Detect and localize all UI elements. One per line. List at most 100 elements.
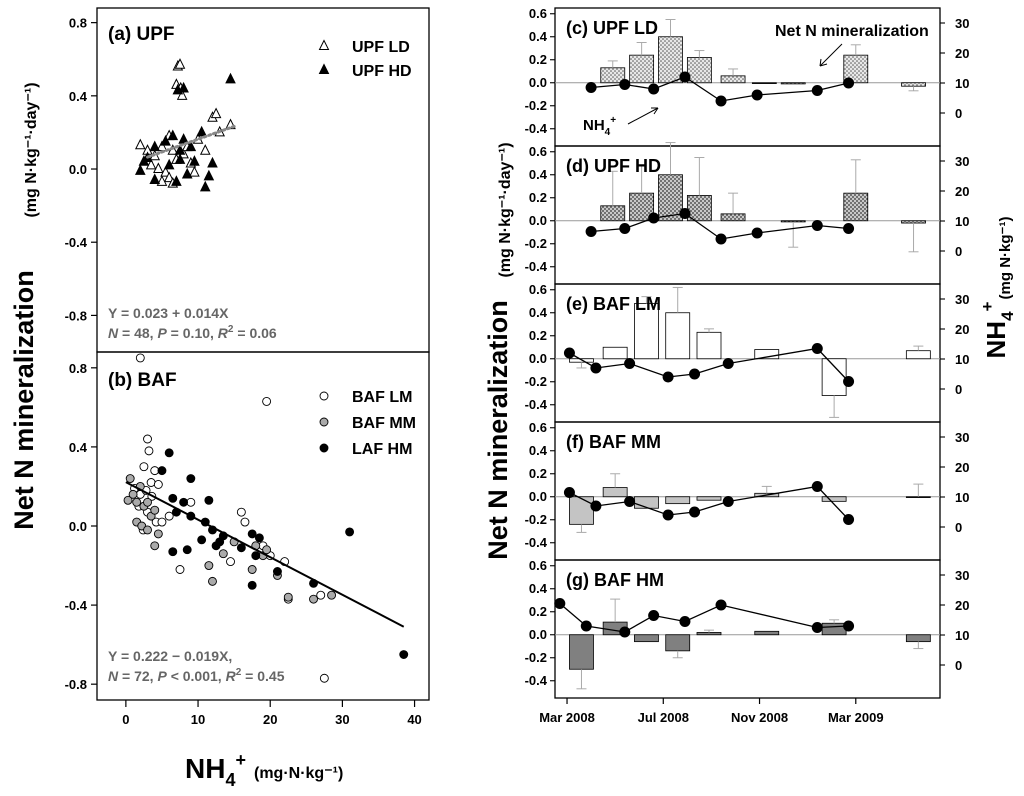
data-point: [144, 446, 154, 456]
regression-line: [146, 124, 236, 159]
data-point: [272, 567, 282, 576]
data-point: [247, 565, 257, 574]
legend-baf-lm-label: BAF LM: [352, 389, 412, 406]
nh4-point: [590, 500, 602, 512]
y2-tick-label: 30: [955, 16, 969, 31]
nh4-point: [843, 514, 855, 525]
data-point: [134, 164, 146, 175]
y-tick-label: -0.4: [65, 235, 88, 250]
y2-tick-label: 20: [955, 460, 969, 475]
bar: [905, 350, 931, 360]
bar: [600, 205, 626, 222]
timeseries-panel-title: (d) UPF HD: [566, 156, 661, 176]
legend-laf-hm-label: LAF HM: [352, 441, 412, 458]
data-point: [163, 171, 175, 183]
data-point: [175, 565, 185, 574]
panel-a: (a) UPF UPF LD UPF HD Y = 0.023 + 0.014X…: [65, 7, 430, 353]
data-point: [182, 545, 192, 555]
y-tick-label: 0.0: [529, 351, 547, 366]
bar: [658, 36, 683, 84]
y2-tick-label: 0: [955, 244, 962, 259]
nh4-point: [679, 71, 691, 83]
data-point: [204, 495, 214, 505]
nh4-point: [811, 343, 823, 354]
legend-marker-laf-hm: [319, 443, 329, 453]
data-point: [171, 175, 182, 186]
y-tick-label: 0.0: [529, 627, 547, 642]
timeseries-panel-title: (f) BAF MM: [566, 432, 661, 452]
data-point: [196, 125, 207, 137]
y-tick-label: 0.2: [529, 466, 547, 481]
nh4-line: [569, 485, 850, 520]
bar: [821, 622, 847, 636]
y-tick-label: -0.4: [525, 259, 548, 274]
panel-b-stats: N = 72, P < 0.001, R2 = 0.45: [108, 667, 285, 684]
data-point: [319, 673, 329, 683]
nh4-point: [722, 496, 734, 507]
y2-tick-label: 20: [955, 46, 969, 61]
nh4-point: [662, 509, 674, 521]
nh4-point: [811, 220, 823, 231]
bar: [754, 630, 780, 636]
x-tick-label: 40: [407, 712, 421, 727]
data-point: [153, 480, 163, 489]
timeseries-panel-f: -0.4 -0.2 0.0 0.2 0.4 0.6 0 10 20 30 (f) BAF MM: [525, 420, 969, 561]
data-point: [251, 551, 261, 561]
y-tick-label: -0.8: [65, 308, 87, 323]
data-point: [143, 525, 152, 535]
y-tick-label: 0.4: [529, 305, 548, 320]
nh4-point: [715, 599, 727, 611]
x-tick-label: 10: [191, 712, 205, 727]
y-tick-label: -0.2: [525, 236, 547, 251]
y2-tick-label: 30: [955, 292, 969, 307]
scatter-figure: Net N mineralization (mg N·kg⁻¹·day⁻¹) (…: [9, 7, 430, 790]
nh4-point: [679, 208, 691, 219]
y2-tick-label: 30: [955, 568, 969, 583]
legend-upf-hd-label: UPF HD: [352, 63, 412, 80]
data-point: [149, 173, 161, 184]
nh4-point: [590, 362, 602, 374]
nh4-point: [843, 77, 855, 89]
data-point: [309, 594, 318, 604]
y-tick-label: -0.2: [525, 650, 547, 665]
data-point: [283, 592, 293, 602]
data-point: [143, 434, 152, 444]
y-tick-label: 0.0: [529, 213, 547, 228]
bar: [720, 75, 746, 84]
data-point: [399, 650, 409, 659]
data-point: [132, 497, 142, 507]
y-tick-label: -0.4: [65, 598, 88, 613]
timeseries-panel-frame: [554, 559, 941, 699]
data-point: [146, 478, 156, 487]
y2-tick-label: 30: [955, 430, 969, 445]
data-point: [179, 497, 189, 507]
data-point: [236, 543, 246, 553]
bar: [696, 331, 722, 360]
annotation-net-n-arrow: [819, 43, 843, 67]
data-point: [236, 507, 246, 517]
nh4-point: [811, 481, 823, 492]
y-tick-label: 0.4: [529, 29, 548, 44]
bar: [754, 349, 780, 360]
y-tick-label: 0.8: [69, 16, 87, 31]
data-point: [156, 175, 168, 186]
panel-b: (b) BAF BAF LM BAF MM LAF HM Y = 0.222 −…: [65, 351, 430, 701]
bar: [634, 496, 659, 509]
legend-marker-baf-mm: [319, 417, 329, 427]
y-tick-label: 0.2: [529, 604, 547, 619]
nh4-point: [811, 85, 823, 96]
bar: [686, 195, 712, 222]
nh4-point: [585, 82, 597, 93]
y-tick-label: 0.2: [529, 328, 547, 343]
data-point: [135, 353, 145, 363]
bar: [696, 496, 722, 501]
panel-b-title: (b) BAF: [108, 370, 177, 391]
data-point: [345, 527, 355, 537]
annotation-net-n: Net N mineralization: [775, 23, 929, 40]
y-tick-label: 0.2: [529, 52, 547, 67]
panel-a-equation: Y = 0.023 + 0.014X: [108, 305, 229, 321]
data-point: [262, 545, 272, 555]
timeseries-panels: -0.4 -0.2 0.0 0.2 0.4 0.6 0 10 20 30 (c) UPF LD -0.…: [525, 6, 970, 725]
bar: [634, 303, 659, 360]
data-point: [316, 590, 326, 600]
